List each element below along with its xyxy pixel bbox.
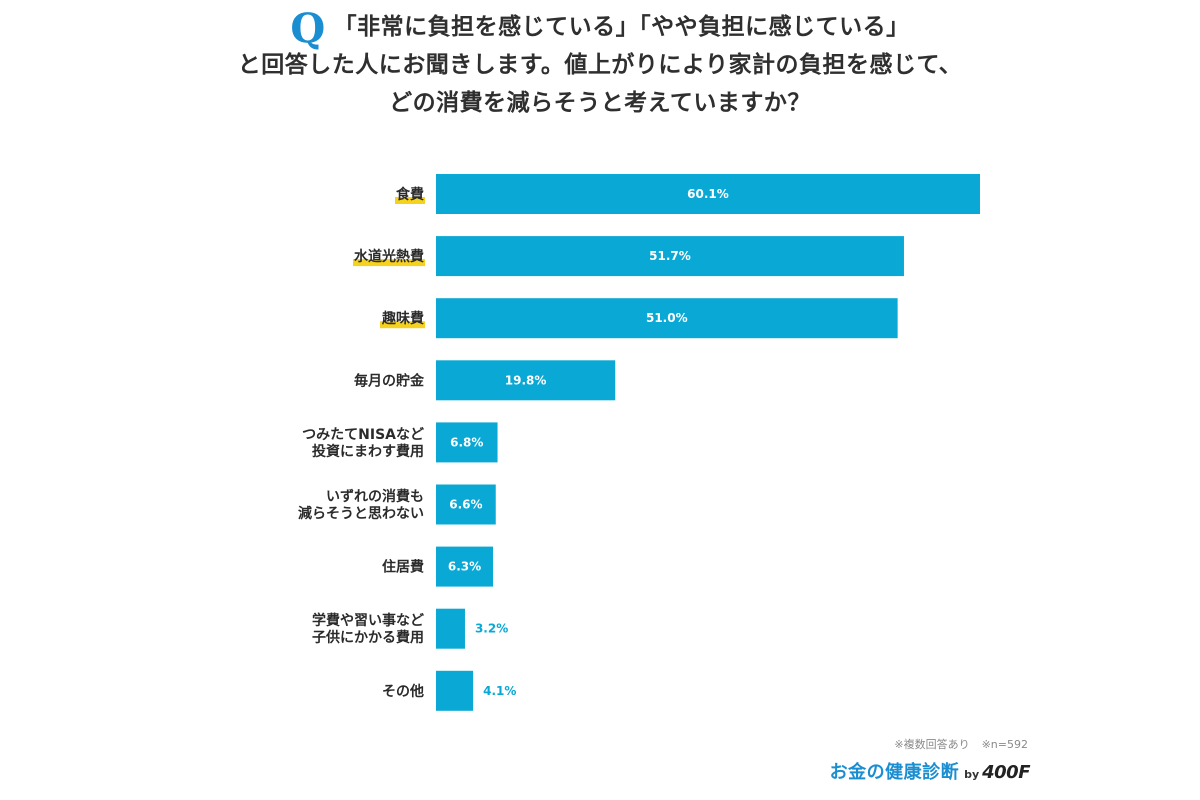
logo-firm: 400F xyxy=(982,762,1030,783)
bar xyxy=(436,670,474,711)
category-label: いずれの消費も減らそうと思わない xyxy=(298,488,424,522)
value-label: 4.1% xyxy=(483,684,516,698)
value-label: 6.3% xyxy=(448,560,481,574)
category-label: つみたてNISAなど投資にまわす費用 xyxy=(302,427,424,460)
category-label: 住居費 xyxy=(382,559,424,576)
title-line-3: どの消費を減らそうと考えていますか？ xyxy=(389,90,811,116)
brand-logo: お金の健康診断 by 400F xyxy=(829,758,1031,784)
value-label: 60.1% xyxy=(687,187,729,201)
category-label: 食費 xyxy=(396,186,424,203)
category-highlight xyxy=(380,321,425,329)
title-text-1: 「非常に負担を感じている」「やや負担に感じている」 xyxy=(333,14,910,40)
value-label: 51.7% xyxy=(649,249,691,263)
value-label: 3.2% xyxy=(475,622,508,636)
chart-title: Q 「非常に負担を感じている」「やや負担に感じている」 と回答した人にお聞きします… xyxy=(0,8,1200,148)
value-label: 51.0% xyxy=(646,311,688,325)
title-line-1: Q 「非常に負担を感じている」「やや負担に感じている」 xyxy=(0,5,1200,52)
title-line-2: と回答した人にお聞きします。値上がりにより家計の負担を感じて、 xyxy=(237,52,963,78)
category-highlight xyxy=(353,259,425,267)
category-label: 毎月の貯金 xyxy=(354,372,425,389)
bar xyxy=(436,174,980,214)
category-label: 趣味費 xyxy=(381,310,424,327)
value-label: 6.8% xyxy=(450,435,483,449)
logo-by: by xyxy=(964,768,980,781)
category-label: 水道光熱費 xyxy=(354,248,424,265)
category-label: その他 xyxy=(382,683,424,700)
footnotes: ※複数回答あり ※n=592 xyxy=(882,736,1028,752)
value-label: 19.8% xyxy=(505,373,547,387)
footnote-sample-size: ※n=592 xyxy=(981,738,1028,751)
footnote-multiple: ※複数回答あり xyxy=(894,738,970,751)
bar xyxy=(436,608,465,649)
logo-brand: お金の健康診断 xyxy=(829,762,960,783)
category-highlight xyxy=(395,197,425,204)
q-mark-icon: Q xyxy=(290,5,326,52)
value-label: 6.6% xyxy=(449,498,482,512)
bar xyxy=(436,360,616,401)
bar xyxy=(436,484,496,525)
bar xyxy=(436,422,498,463)
category-label: 学費や習い事など子供にかかる費用 xyxy=(312,612,424,646)
bar xyxy=(436,546,494,587)
bar-chart: 食費 60.1% 水道光熱費 51.7% 趣味費 51.0% 毎月の貯金 19.8% つみたてN… xyxy=(298,174,980,711)
bar xyxy=(436,236,904,277)
bar xyxy=(436,298,898,339)
